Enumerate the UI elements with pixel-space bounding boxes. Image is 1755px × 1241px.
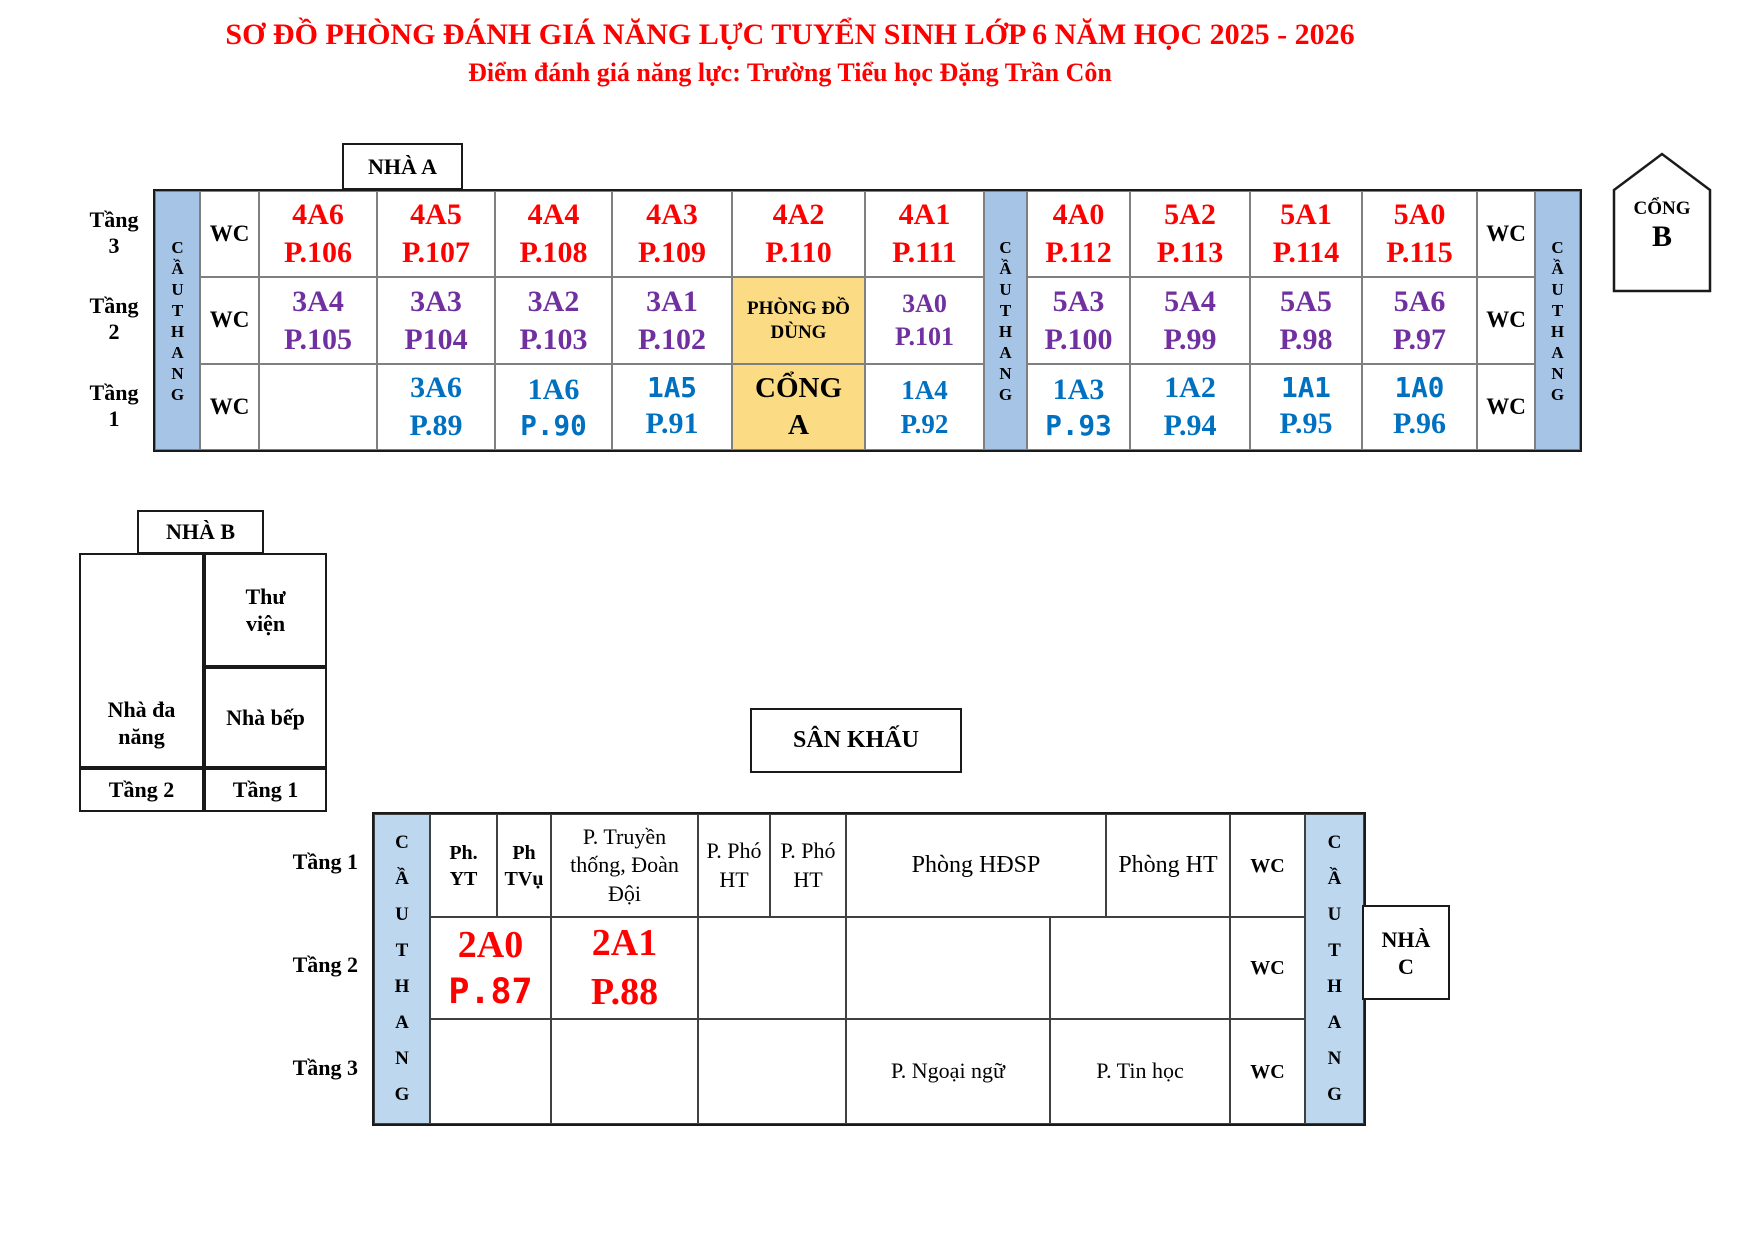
- cell-ph-yt: Ph. YT: [430, 814, 497, 917]
- building-a-label: NHÀ A: [342, 143, 463, 190]
- floor-label-a-2: Tầng 2: [89, 293, 139, 344]
- building-c-label: NHÀ C: [1362, 905, 1450, 1000]
- floor-label-c-2: Tầng 2: [292, 952, 358, 977]
- cell-1a3-p-93: 1A3 P.93: [1027, 364, 1130, 450]
- cell-wc: WC: [1230, 1019, 1305, 1124]
- cell-1a5-p-91: 1A5 P.91: [612, 364, 732, 450]
- cell-4a2-p-110: 4A2 P.110: [732, 191, 865, 277]
- cell-2a1-p-88: 2A1 P.88: [551, 917, 698, 1019]
- cell-cổng-a: CỔNG A: [732, 364, 865, 450]
- cell-wc: WC: [200, 191, 259, 277]
- cell-1a2-p-94: 1A2 P.94: [1130, 364, 1250, 450]
- cell-p-phó-ht: P. Phó HT: [770, 814, 846, 917]
- stage-box: SÂN KHẤU: [750, 708, 962, 773]
- cell-wc: WC: [1230, 814, 1305, 917]
- cell-4a4-p-108: 4A4 P.108: [495, 191, 612, 277]
- library-cell: Thư viện: [204, 553, 327, 667]
- building-b-label: NHÀ B: [137, 510, 264, 554]
- cell-3a2-p-103: 3A2 P.103: [495, 277, 612, 364]
- cell-3a0-p-101: 3A0 P.101: [865, 277, 984, 364]
- cell-1a4-p-92: 1A4 P.92: [865, 364, 984, 450]
- cell-4a3-p-109: 4A3 P.109: [612, 191, 732, 277]
- cell-5a4-p-99: 5A4 P.99: [1130, 277, 1250, 364]
- building-a-table: WC 4A6 P.106 4A5 P.107 4A4 P.108 4A3 P.109 4A2 P.1…: [153, 189, 1582, 452]
- empty-cell: [698, 1019, 846, 1124]
- building-c-table: Ph. YT Ph TVụ P. Truyền thống, Đoàn Đội P. Phó H…: [372, 812, 1366, 1126]
- multi-purpose-hall-cell: Nhà đa năng: [79, 553, 204, 768]
- cell-wc: WC: [1230, 917, 1305, 1019]
- cell-5a1-p-114: 5A1 P.114: [1250, 191, 1362, 277]
- empty-cell: [1050, 917, 1230, 1019]
- floor-label-b-2: Tầng 2: [79, 768, 204, 812]
- cell-wc: WC: [1477, 277, 1535, 364]
- cell-wc: WC: [200, 364, 259, 450]
- cell-5a2-p-113: 5A2 P.113: [1130, 191, 1250, 277]
- cell-wc: WC: [1477, 191, 1535, 277]
- cell-2a0-p-87: 2A0 P.87: [430, 917, 551, 1019]
- page-title: SƠ ĐỒ PHÒNG ĐÁNH GIÁ NĂNG LỰC TUYỂN SINH…: [225, 18, 1355, 51]
- floor-label-b-1: Tầng 1: [204, 768, 327, 812]
- cell-wc: WC: [200, 277, 259, 364]
- empty-cell: [259, 364, 377, 450]
- cell-5a6-p-97: 5A6 P.97: [1362, 277, 1477, 364]
- cell-4a1-p-111: 4A1 P.111: [865, 191, 984, 277]
- floor-label-a-3: Tầng 3: [89, 207, 139, 258]
- cell-1a0-p-96: 1A0 P.96: [1362, 364, 1477, 450]
- cell-1a1-p-95: 1A1 P.95: [1250, 364, 1362, 450]
- cell-3a6-p-89: 3A6 P.89: [377, 364, 495, 450]
- empty-cell: [846, 917, 1050, 1019]
- floor-label-a-1: Tầng 1: [89, 380, 139, 431]
- cell-4a5-p-107: 4A5 P.107: [377, 191, 495, 277]
- cell-phòng-đồ-dùng: PHÒNG ĐỒ DÙNG: [732, 277, 865, 364]
- cell-phòng-hđsp: Phòng HĐSP: [846, 814, 1106, 917]
- cell-3a3-p104: 3A3 P104: [377, 277, 495, 364]
- floor-label-c-1: Tầng 1: [292, 849, 358, 874]
- cell-5a0-p-115: 5A0 P.115: [1362, 191, 1477, 277]
- cell-4a0-p-112: 4A0 P.112: [1027, 191, 1130, 277]
- gate-b-shape: [1612, 152, 1712, 293]
- gate-b: CỔNG B: [1633, 198, 1691, 253]
- kitchen-cell: Nhà bếp: [204, 667, 327, 768]
- cell-p-phó-ht: P. Phó HT: [698, 814, 770, 917]
- cell-wc: WC: [1477, 364, 1535, 450]
- cell-ph-tvụ: Ph TVụ: [497, 814, 551, 917]
- cell-5a3-p-100: 5A3 P.100: [1027, 277, 1130, 364]
- cell-4a6-p-106: 4A6 P.106: [259, 191, 377, 277]
- cell-3a1-p-102: 3A1 P.102: [612, 277, 732, 364]
- empty-cell: [698, 917, 846, 1019]
- cell-1a6-p-90: 1A6 P.90: [495, 364, 612, 450]
- cell-p-truyền-thống-đoàn-đội: P. Truyền thống, Đoàn Đội: [551, 814, 698, 917]
- empty-cell: [551, 1019, 698, 1124]
- cell-p-tin-học: P. Tin học: [1050, 1019, 1230, 1124]
- page-subtitle: Điểm đánh giá năng lực: Trường Tiểu học …: [468, 58, 1112, 87]
- floor-label-c-3: Tầng 3: [292, 1055, 358, 1080]
- cell-p-ngoại-ngữ: P. Ngoại ngữ: [846, 1019, 1050, 1124]
- cell-phòng-ht: Phòng HT: [1106, 814, 1230, 917]
- cell-3a4-p-105: 3A4 P.105: [259, 277, 377, 364]
- cell-5a5-p-98: 5A5 P.98: [1250, 277, 1362, 364]
- empty-cell: [430, 1019, 551, 1124]
